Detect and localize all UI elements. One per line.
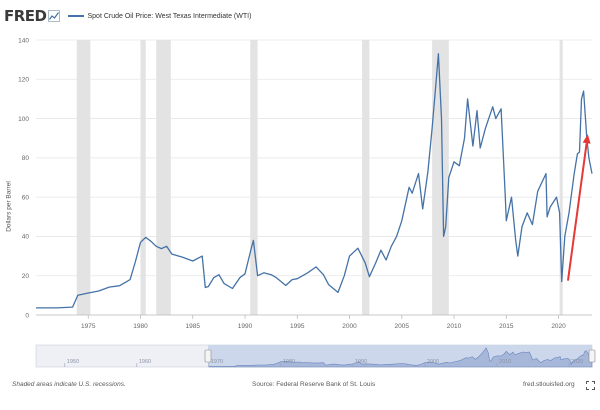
recession-band (156, 40, 171, 315)
recession-band (362, 40, 370, 315)
main-chart: 0 20 40 60 80 100 120 140 1975 1980 1985 1990 1995 2… (18, 37, 593, 330)
source-credit: Source: Federal Reserve Bank of St. Loui… (252, 381, 376, 388)
recession-band (76, 40, 91, 315)
x-tick-label: 2005 (395, 323, 410, 330)
y-tick-label: 60 (22, 194, 30, 201)
navigator-ticks: 1950 1960 1970 1980 1990 2000 2010 2020 (64, 359, 583, 367)
x-tick-label: 1995 (290, 323, 305, 330)
chart-header: FRED Spot Crude Oil Price: West Texas In… (4, 6, 251, 26)
navigator-series (208, 347, 593, 368)
navigator-tick-label: 1980 (283, 359, 295, 365)
x-axis-ticks: 1975 1980 1985 1990 1995 2000 2005 2010 2015 2020 (36, 314, 592, 330)
y-tick-label: 140 (18, 37, 29, 44)
annotation-group (566, 134, 591, 281)
y-tick-label: 20 (22, 273, 30, 280)
fullscreen-icon[interactable] (586, 381, 595, 390)
x-tick-label: 1975 (81, 323, 96, 330)
navigator-tick-label: 1960 (139, 359, 151, 365)
recession-band (559, 40, 563, 315)
x-tick-label: 2020 (551, 323, 566, 330)
recession-band (432, 40, 449, 315)
navigator-tick-label: 1970 (211, 359, 223, 365)
range-navigator[interactable]: 1950 1960 1970 1980 1990 2000 2010 2020 (0, 342, 600, 378)
fred-logo[interactable]: FRED (4, 7, 47, 25)
navigator-tick-label: 2000 (427, 359, 439, 365)
line-graph-icon (47, 10, 60, 22)
x-tick-label: 1990 (238, 323, 253, 330)
recession-note: Shaded areas indicate U.S. recessions. (12, 381, 126, 388)
grid-lines (36, 39, 592, 316)
navigator-tick-label: 1950 (67, 359, 79, 365)
x-tick-label: 1985 (186, 323, 201, 330)
legend-swatch (67, 15, 84, 17)
series-group (36, 53, 593, 309)
x-tick-label: 2000 (342, 323, 357, 330)
site-link[interactable]: fred.stlouisfed.org (523, 381, 575, 388)
trend-arrow-line (566, 143, 588, 281)
y-tick-label: 80 (22, 155, 30, 162)
y-tick-label: 100 (18, 116, 29, 123)
legend-label: Spot Crude Oil Price: West Texas Interme… (87, 12, 252, 20)
recession-bands (76, 40, 563, 315)
recession-band (250, 40, 258, 315)
navigator-handle-left[interactable] (204, 349, 212, 363)
navigator-tick-label: 2020 (571, 359, 583, 365)
navigator-tick-label: 1990 (355, 359, 367, 365)
series-line (36, 53, 593, 309)
trend-arrow-head (582, 134, 591, 144)
navigator-tick-label: 2010 (499, 359, 511, 365)
y-axis-ticks: 0 20 40 60 80 100 120 140 (18, 37, 29, 319)
recession-band (140, 40, 146, 315)
x-tick-label: 2010 (447, 323, 462, 330)
y-tick-label: 40 (22, 234, 30, 241)
y-tick-label: 120 (18, 77, 29, 84)
y-tick-label: 0 (25, 312, 29, 319)
navigator-handle-right[interactable] (588, 349, 596, 363)
x-tick-label: 1980 (133, 323, 148, 330)
x-tick-label: 2015 (499, 323, 514, 330)
